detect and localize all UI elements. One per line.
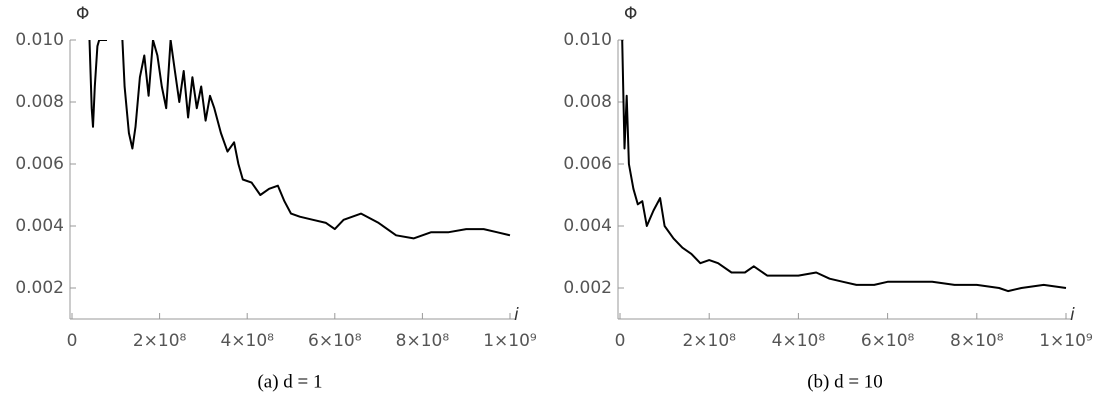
y-tick-label: 0.002 [15, 278, 64, 298]
y-tick-label: 0.008 [15, 92, 64, 112]
x-tick-label: 8×10⁸ [950, 331, 1004, 351]
y-axis-label: Φ [76, 4, 89, 24]
data-line [88, 40, 511, 240]
x-tick-label: 0 [67, 331, 78, 351]
x-tick-label: 0 [615, 331, 626, 351]
x-axis-label: i [514, 305, 519, 325]
data-line [621, 40, 1067, 293]
x-axis-label: i [1070, 305, 1075, 325]
panel: 0.002 0.004 0.006 0.008 0.010 0 2×10⁸ 4×10⁸ 6×10… [15, 4, 537, 392]
x-tick-label: 2×10⁸ [682, 331, 736, 351]
x-tick-label: 1×10⁹ [1039, 331, 1093, 351]
y-tick-label: 0.006 [15, 154, 64, 174]
y-axis-label: Φ [624, 4, 637, 24]
x-tick-label: 1×10⁹ [483, 331, 537, 351]
y-tick-label: 0.004 [15, 216, 64, 236]
caption: (b) d = 10 [807, 371, 883, 392]
x-tick-label: 2×10⁸ [133, 331, 187, 351]
panel: 0.002 0.004 0.006 0.008 0.010 0 2×10⁸ 4×10⁸ 6×10… [563, 4, 1093, 392]
x-tick-label: 4×10⁸ [220, 331, 274, 351]
y-tick-label: 0.010 [563, 30, 612, 50]
x-tick-label: 4×10⁸ [772, 331, 826, 351]
x-tick-label: 6×10⁸ [308, 331, 362, 351]
y-tick-label: 0.010 [15, 30, 64, 50]
y-tick-label: 0.006 [563, 154, 612, 174]
caption: (a) d = 1 [257, 371, 322, 392]
y-tick-label: 0.004 [563, 216, 612, 236]
x-tick-label: 6×10⁸ [861, 331, 915, 351]
y-tick-label: 0.002 [563, 278, 612, 298]
x-tick-label: 8×10⁸ [396, 331, 450, 351]
y-tick-label: 0.008 [563, 92, 612, 112]
